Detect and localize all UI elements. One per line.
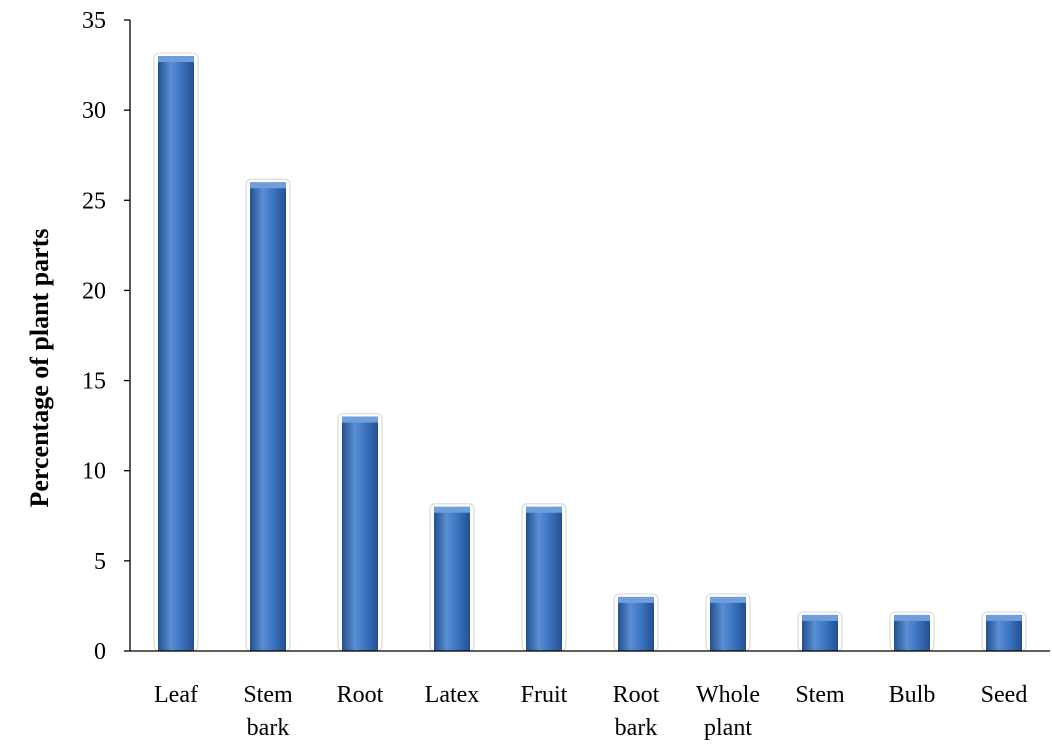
bar-body	[434, 506, 470, 651]
x-tick-label: Fruit	[521, 682, 568, 708]
y-tick-label: 0	[94, 639, 106, 665]
x-tick-label: Root	[337, 682, 384, 708]
bar	[153, 52, 199, 652]
bar-body	[618, 596, 654, 651]
bar-body	[526, 506, 562, 651]
bar-cap	[526, 506, 562, 513]
x-tick-label-line: plant	[704, 715, 752, 741]
bar-cap	[710, 596, 746, 603]
bar	[705, 593, 751, 652]
y-tick-label: 5	[94, 549, 106, 575]
x-tick-label-line: Latex	[425, 682, 480, 708]
bar-cap	[158, 56, 194, 63]
y-tick-label: 15	[82, 369, 106, 395]
x-axis-labels: Leaf Stem bark Root Latex Fruit Root bark Whole p…	[154, 682, 1027, 741]
bar-cap	[618, 596, 654, 603]
x-tick-label: Stem	[795, 682, 845, 708]
y-axis-ticks: 0 5 10 15 20 25 30 35	[82, 8, 130, 665]
y-tick-label: 25	[82, 188, 106, 214]
y-tick-label: 30	[82, 98, 106, 124]
bar-body	[894, 614, 930, 651]
bar	[337, 413, 383, 652]
x-tick-label-line: Whole	[696, 682, 760, 708]
x-tick-label-line: Fruit	[521, 682, 568, 708]
bar-body	[158, 56, 194, 652]
x-tick-label: Leaf	[154, 682, 198, 708]
bar	[981, 611, 1027, 652]
bar	[429, 503, 475, 652]
y-axis-title: Percentage of plant parts	[25, 229, 54, 508]
x-tick-label: Latex	[425, 682, 480, 708]
x-tick-label-line: Bulb	[889, 682, 936, 708]
bar-cap	[342, 416, 378, 423]
bar-cap	[434, 506, 470, 513]
bar	[613, 593, 659, 652]
y-tick-label: 20	[82, 278, 106, 304]
x-tick-label-line: Seed	[981, 682, 1028, 708]
x-tick-label-line: bark	[247, 715, 290, 741]
bar-cap	[894, 614, 930, 621]
x-tick-label-line: bark	[615, 715, 658, 741]
bar-body	[986, 614, 1022, 651]
bars	[153, 52, 1027, 652]
bar	[797, 611, 843, 652]
x-tick-label: Bulb	[889, 682, 936, 708]
bar-body	[250, 182, 286, 651]
bar-cap	[986, 614, 1022, 621]
y-tick-label: 10	[82, 459, 106, 485]
bar-body	[710, 596, 746, 651]
bar	[521, 503, 567, 652]
y-tick-label: 35	[82, 8, 106, 34]
bar-body	[342, 416, 378, 651]
x-tick-label-line: Leaf	[154, 682, 198, 708]
x-tick-label-line: Root	[337, 682, 384, 708]
x-tick-label: Whole plant	[696, 682, 760, 741]
x-tick-label: Stem bark	[243, 682, 293, 741]
bar-cap	[802, 614, 838, 621]
x-tick-label: Seed	[981, 682, 1028, 708]
bar	[889, 611, 935, 652]
x-tick-label-line: Stem	[243, 682, 293, 708]
bar	[245, 178, 291, 652]
x-tick-label: Root bark	[613, 682, 660, 741]
x-tick-label-line: Stem	[795, 682, 845, 708]
bar-cap	[250, 182, 286, 189]
x-tick-label-line: Root	[613, 682, 660, 708]
bar-body	[802, 614, 838, 651]
